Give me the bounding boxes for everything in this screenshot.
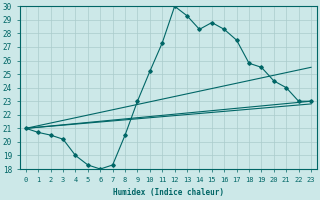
X-axis label: Humidex (Indice chaleur): Humidex (Indice chaleur): [113, 188, 224, 197]
